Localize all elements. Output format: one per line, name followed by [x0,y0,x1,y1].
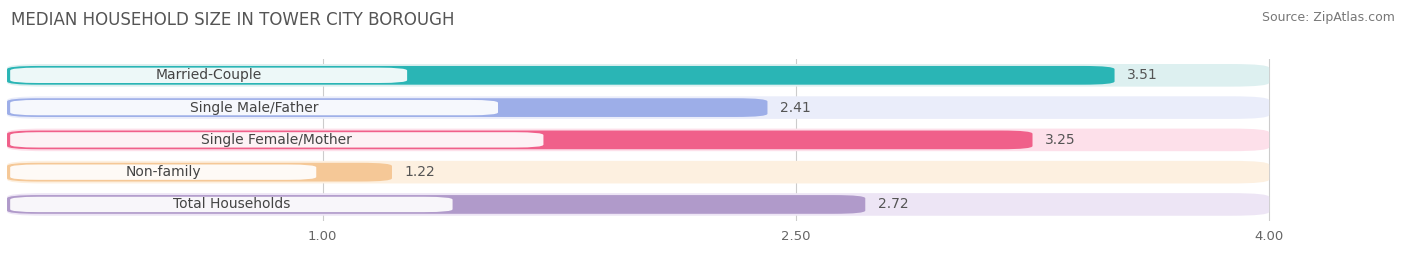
Text: Source: ZipAtlas.com: Source: ZipAtlas.com [1261,11,1395,24]
FancyBboxPatch shape [7,193,1270,216]
FancyBboxPatch shape [7,66,1115,85]
FancyBboxPatch shape [10,132,544,148]
FancyBboxPatch shape [7,98,768,117]
FancyBboxPatch shape [7,96,1270,119]
FancyBboxPatch shape [7,195,865,214]
FancyBboxPatch shape [7,161,1270,183]
Text: 2.41: 2.41 [780,101,811,115]
Text: Total Households: Total Households [173,197,290,211]
Text: 3.51: 3.51 [1128,68,1159,82]
FancyBboxPatch shape [7,129,1270,151]
Text: 3.25: 3.25 [1045,133,1076,147]
Text: 2.72: 2.72 [877,197,908,211]
FancyBboxPatch shape [10,164,316,180]
Text: Married-Couple: Married-Couple [156,68,262,82]
FancyBboxPatch shape [7,64,1270,87]
Text: 1.22: 1.22 [405,165,436,179]
FancyBboxPatch shape [7,130,1032,149]
Text: MEDIAN HOUSEHOLD SIZE IN TOWER CITY BOROUGH: MEDIAN HOUSEHOLD SIZE IN TOWER CITY BORO… [11,11,454,29]
Text: Single Female/Mother: Single Female/Mother [201,133,353,147]
Text: Non-family: Non-family [125,165,201,179]
FancyBboxPatch shape [10,100,498,115]
FancyBboxPatch shape [10,197,453,212]
Text: Single Male/Father: Single Male/Father [190,101,318,115]
FancyBboxPatch shape [10,68,408,83]
FancyBboxPatch shape [7,163,392,182]
